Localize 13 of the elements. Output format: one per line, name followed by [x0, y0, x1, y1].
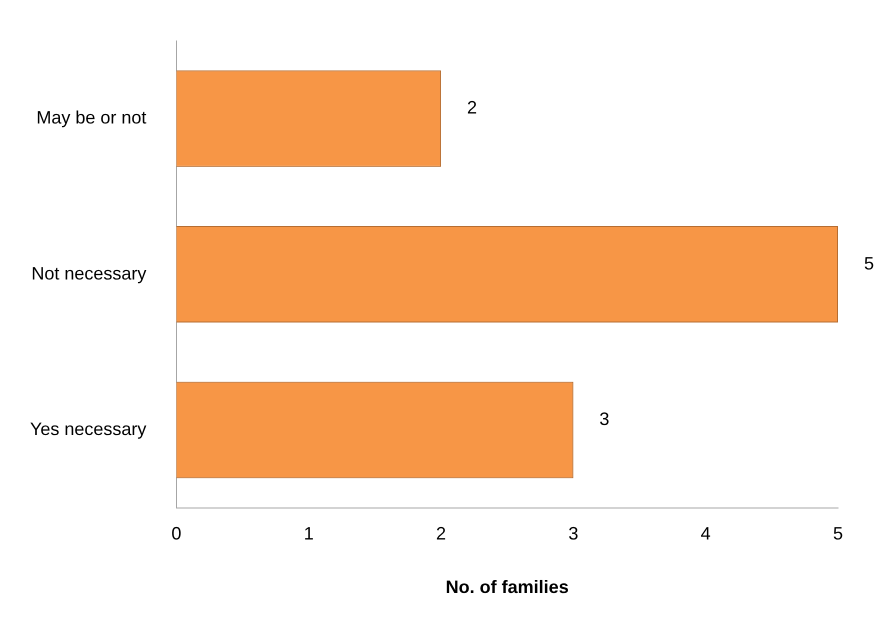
- data-label: 2: [467, 98, 478, 118]
- y-tick-label: Not necessary: [31, 263, 146, 284]
- data-label: 3: [599, 408, 610, 429]
- y-tick-label: Yes necessary: [30, 418, 146, 439]
- data-label: 5: [864, 253, 874, 274]
- x-tick-label: 0: [171, 524, 182, 544]
- x-tick-label: 4: [700, 524, 711, 544]
- x-tick-label: 5: [832, 524, 844, 544]
- x-tick-label: 2: [436, 524, 446, 544]
- x-axis-title: No. of families: [446, 577, 569, 598]
- x-tick-label: 1: [304, 524, 314, 544]
- x-tick-label: 3: [568, 524, 578, 544]
- y-tick-label: May be or not: [36, 108, 146, 128]
